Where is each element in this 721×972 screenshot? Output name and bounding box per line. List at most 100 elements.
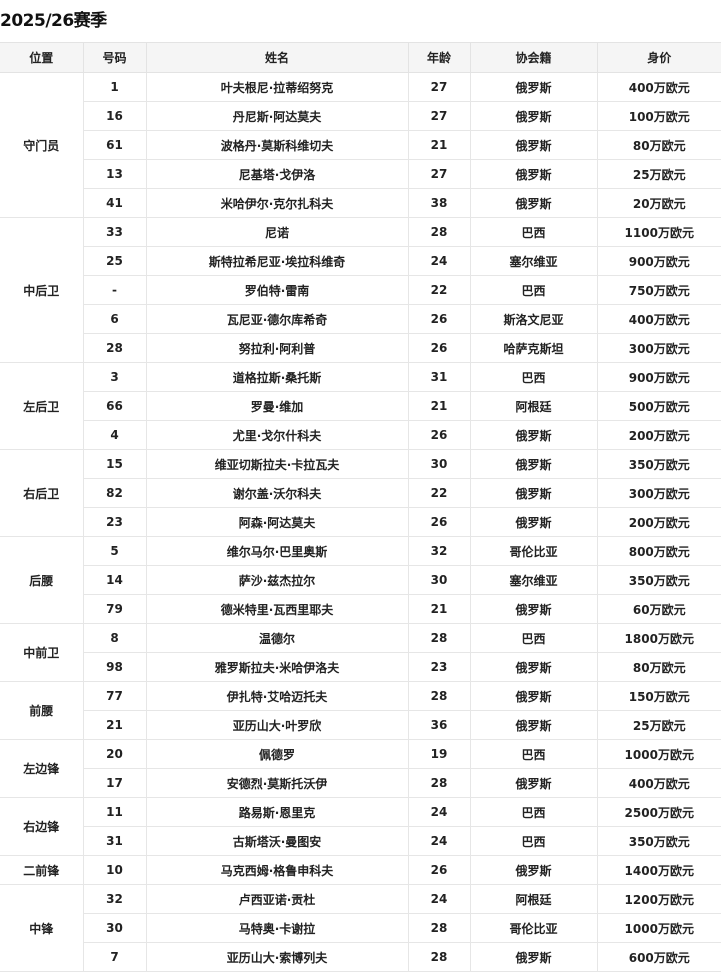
player-name-cell: 尤里·戈尔什科夫	[146, 420, 409, 450]
player-number-cell: 13	[83, 159, 147, 189]
position-cell: 前腰	[0, 681, 84, 740]
table-row: 17 安德烈·莫斯托沃伊 28 俄罗斯 400万欧元	[0, 768, 721, 798]
table-row: 13 尼基塔·戈伊洛 27 俄罗斯 25万欧元	[0, 159, 721, 189]
player-value-cell: 1200万欧元	[597, 884, 721, 914]
player-name-cell: 阿森·阿达莫夫	[146, 507, 409, 537]
player-nation-cell: 俄罗斯	[470, 681, 598, 711]
player-name-cell: 萨沙·兹杰拉尔	[146, 565, 409, 595]
player-nation-cell: 俄罗斯	[470, 478, 598, 508]
player-nation-cell: 俄罗斯	[470, 507, 598, 537]
position-cell: 右后卫	[0, 449, 84, 537]
player-nation-cell: 巴西	[470, 797, 598, 827]
player-number-cell: 21	[83, 710, 147, 740]
player-name-cell: 尼诺	[146, 217, 409, 247]
player-name-cell: 维亚切斯拉夫·卡拉瓦夫	[146, 449, 409, 479]
player-nation-cell: 哈萨克斯坦	[470, 333, 598, 363]
table-row: 14 萨沙·兹杰拉尔 30 塞尔维亚 350万欧元	[0, 565, 721, 595]
table-row: 98 雅罗斯拉夫·米哈伊洛夫 23 俄罗斯 80万欧元	[0, 652, 721, 682]
player-number-cell: 5	[83, 536, 147, 566]
player-age-cell: 22	[408, 275, 471, 305]
player-age-cell: 26	[408, 507, 471, 537]
player-number-cell: 17	[83, 768, 147, 798]
player-age-cell: 28	[408, 913, 471, 943]
player-number-cell: 16	[83, 101, 147, 131]
player-number-cell: 20	[83, 739, 147, 769]
player-nation-cell: 哥伦比亚	[470, 913, 598, 943]
table-row: 中锋 32 卢西亚诺·贡杜 24 阿根廷 1200万欧元	[0, 884, 721, 972]
player-name-cell: 古斯塔沃·曼图安	[146, 826, 409, 856]
player-name-cell: 马克西姆·格鲁申科夫	[146, 855, 409, 885]
position-cell: 中后卫	[0, 217, 84, 363]
player-value-cell: 350万欧元	[597, 565, 721, 595]
player-nation-cell: 俄罗斯	[470, 768, 598, 798]
player-nation-cell: 巴西	[470, 362, 598, 392]
player-name-cell: 丹尼斯·阿达莫夫	[146, 101, 409, 131]
player-number-cell: 98	[83, 652, 147, 682]
player-value-cell: 1100万欧元	[597, 217, 721, 247]
player-name-cell: 卢西亚诺·贡杜	[146, 884, 409, 914]
player-number-cell: 10	[83, 855, 147, 885]
player-nation-cell: 俄罗斯	[470, 130, 598, 160]
column-header-age: 年龄	[408, 42, 471, 73]
player-age-cell: 24	[408, 826, 471, 856]
player-value-cell: 400万欧元	[597, 72, 721, 102]
player-nation-cell: 俄罗斯	[470, 594, 598, 624]
column-header-value: 身价	[597, 42, 721, 73]
player-age-cell: 28	[408, 681, 471, 711]
player-number-cell: 66	[83, 391, 147, 421]
player-value-cell: 2500万欧元	[597, 797, 721, 827]
player-age-cell: 28	[408, 942, 471, 972]
player-nation-cell: 阿根廷	[470, 884, 598, 914]
player-age-cell: 19	[408, 739, 471, 769]
table-row: 守门员 1 叶夫根尼·拉蒂绍努克 27 俄罗斯 400万欧元	[0, 72, 721, 218]
player-name-cell: 亚历山大·叶罗欣	[146, 710, 409, 740]
player-name-cell: 瓦尼亚·德尔库希奇	[146, 304, 409, 334]
player-value-cell: 150万欧元	[597, 681, 721, 711]
table-row: 23 阿森·阿达莫夫 26 俄罗斯 200万欧元	[0, 507, 721, 537]
player-name-cell: 叶夫根尼·拉蒂绍努克	[146, 72, 409, 102]
table-row: 82 谢尔盖·沃尔科夫 22 俄罗斯 300万欧元	[0, 478, 721, 508]
column-header-number: 号码	[83, 42, 147, 73]
player-age-cell: 28	[408, 768, 471, 798]
player-number-cell: 6	[83, 304, 147, 334]
player-number-cell: 82	[83, 478, 147, 508]
squad-table: 位置 号码 姓名 年龄 协会籍 身价 守门员 1 叶夫根尼·拉蒂绍努克 27 俄罗斯 40…	[0, 42, 721, 972]
player-value-cell: 1000万欧元	[597, 739, 721, 769]
player-nation-cell: 俄罗斯	[470, 72, 598, 102]
table-row: 25 斯特拉希尼亚·埃拉科维奇 24 塞尔维亚 900万欧元	[0, 246, 721, 276]
table-row: 16 丹尼斯·阿达莫夫 27 俄罗斯 100万欧元	[0, 101, 721, 131]
player-name-cell: 安德烈·莫斯托沃伊	[146, 768, 409, 798]
player-value-cell: 900万欧元	[597, 362, 721, 392]
table-row: 右后卫 15 维亚切斯拉夫·卡拉瓦夫 30 俄罗斯 350万欧元	[0, 449, 721, 537]
player-name-cell: 雅罗斯拉夫·米哈伊洛夫	[146, 652, 409, 682]
player-number-cell: 15	[83, 449, 147, 479]
player-name-cell: 努拉利·阿利普	[146, 333, 409, 363]
player-number-cell: 8	[83, 623, 147, 653]
table-row: 前腰 77 伊扎特·艾哈迈托夫 28 俄罗斯 150万欧元	[0, 681, 721, 740]
player-value-cell: 350万欧元	[597, 449, 721, 479]
player-nation-cell: 塞尔维亚	[470, 246, 598, 276]
player-name-cell: 温德尔	[146, 623, 409, 653]
player-value-cell: 500万欧元	[597, 391, 721, 421]
player-number-cell: 23	[83, 507, 147, 537]
player-age-cell: 21	[408, 594, 471, 624]
player-value-cell: 25万欧元	[597, 710, 721, 740]
player-name-cell: 德米特里·瓦西里耶夫	[146, 594, 409, 624]
player-age-cell: 23	[408, 652, 471, 682]
player-nation-cell: 俄罗斯	[470, 710, 598, 740]
player-name-cell: 谢尔盖·沃尔科夫	[146, 478, 409, 508]
player-number-cell: 30	[83, 913, 147, 943]
player-name-cell: 罗曼·维加	[146, 391, 409, 421]
player-age-cell: 27	[408, 72, 471, 102]
table-row: 中前卫 8 温德尔 28 巴西 1800万欧元	[0, 623, 721, 682]
player-age-cell: 26	[408, 420, 471, 450]
player-nation-cell: 哥伦比亚	[470, 536, 598, 566]
player-age-cell: 24	[408, 246, 471, 276]
player-number-cell: 7	[83, 942, 147, 972]
table-header-row: 位置 号码 姓名 年龄 协会籍 身价	[0, 42, 721, 73]
position-cell: 守门员	[0, 72, 84, 218]
player-age-cell: 31	[408, 362, 471, 392]
player-value-cell: 1000万欧元	[597, 913, 721, 943]
player-age-cell: 21	[408, 130, 471, 160]
player-name-cell: 米哈伊尔·克尔扎科夫	[146, 188, 409, 218]
